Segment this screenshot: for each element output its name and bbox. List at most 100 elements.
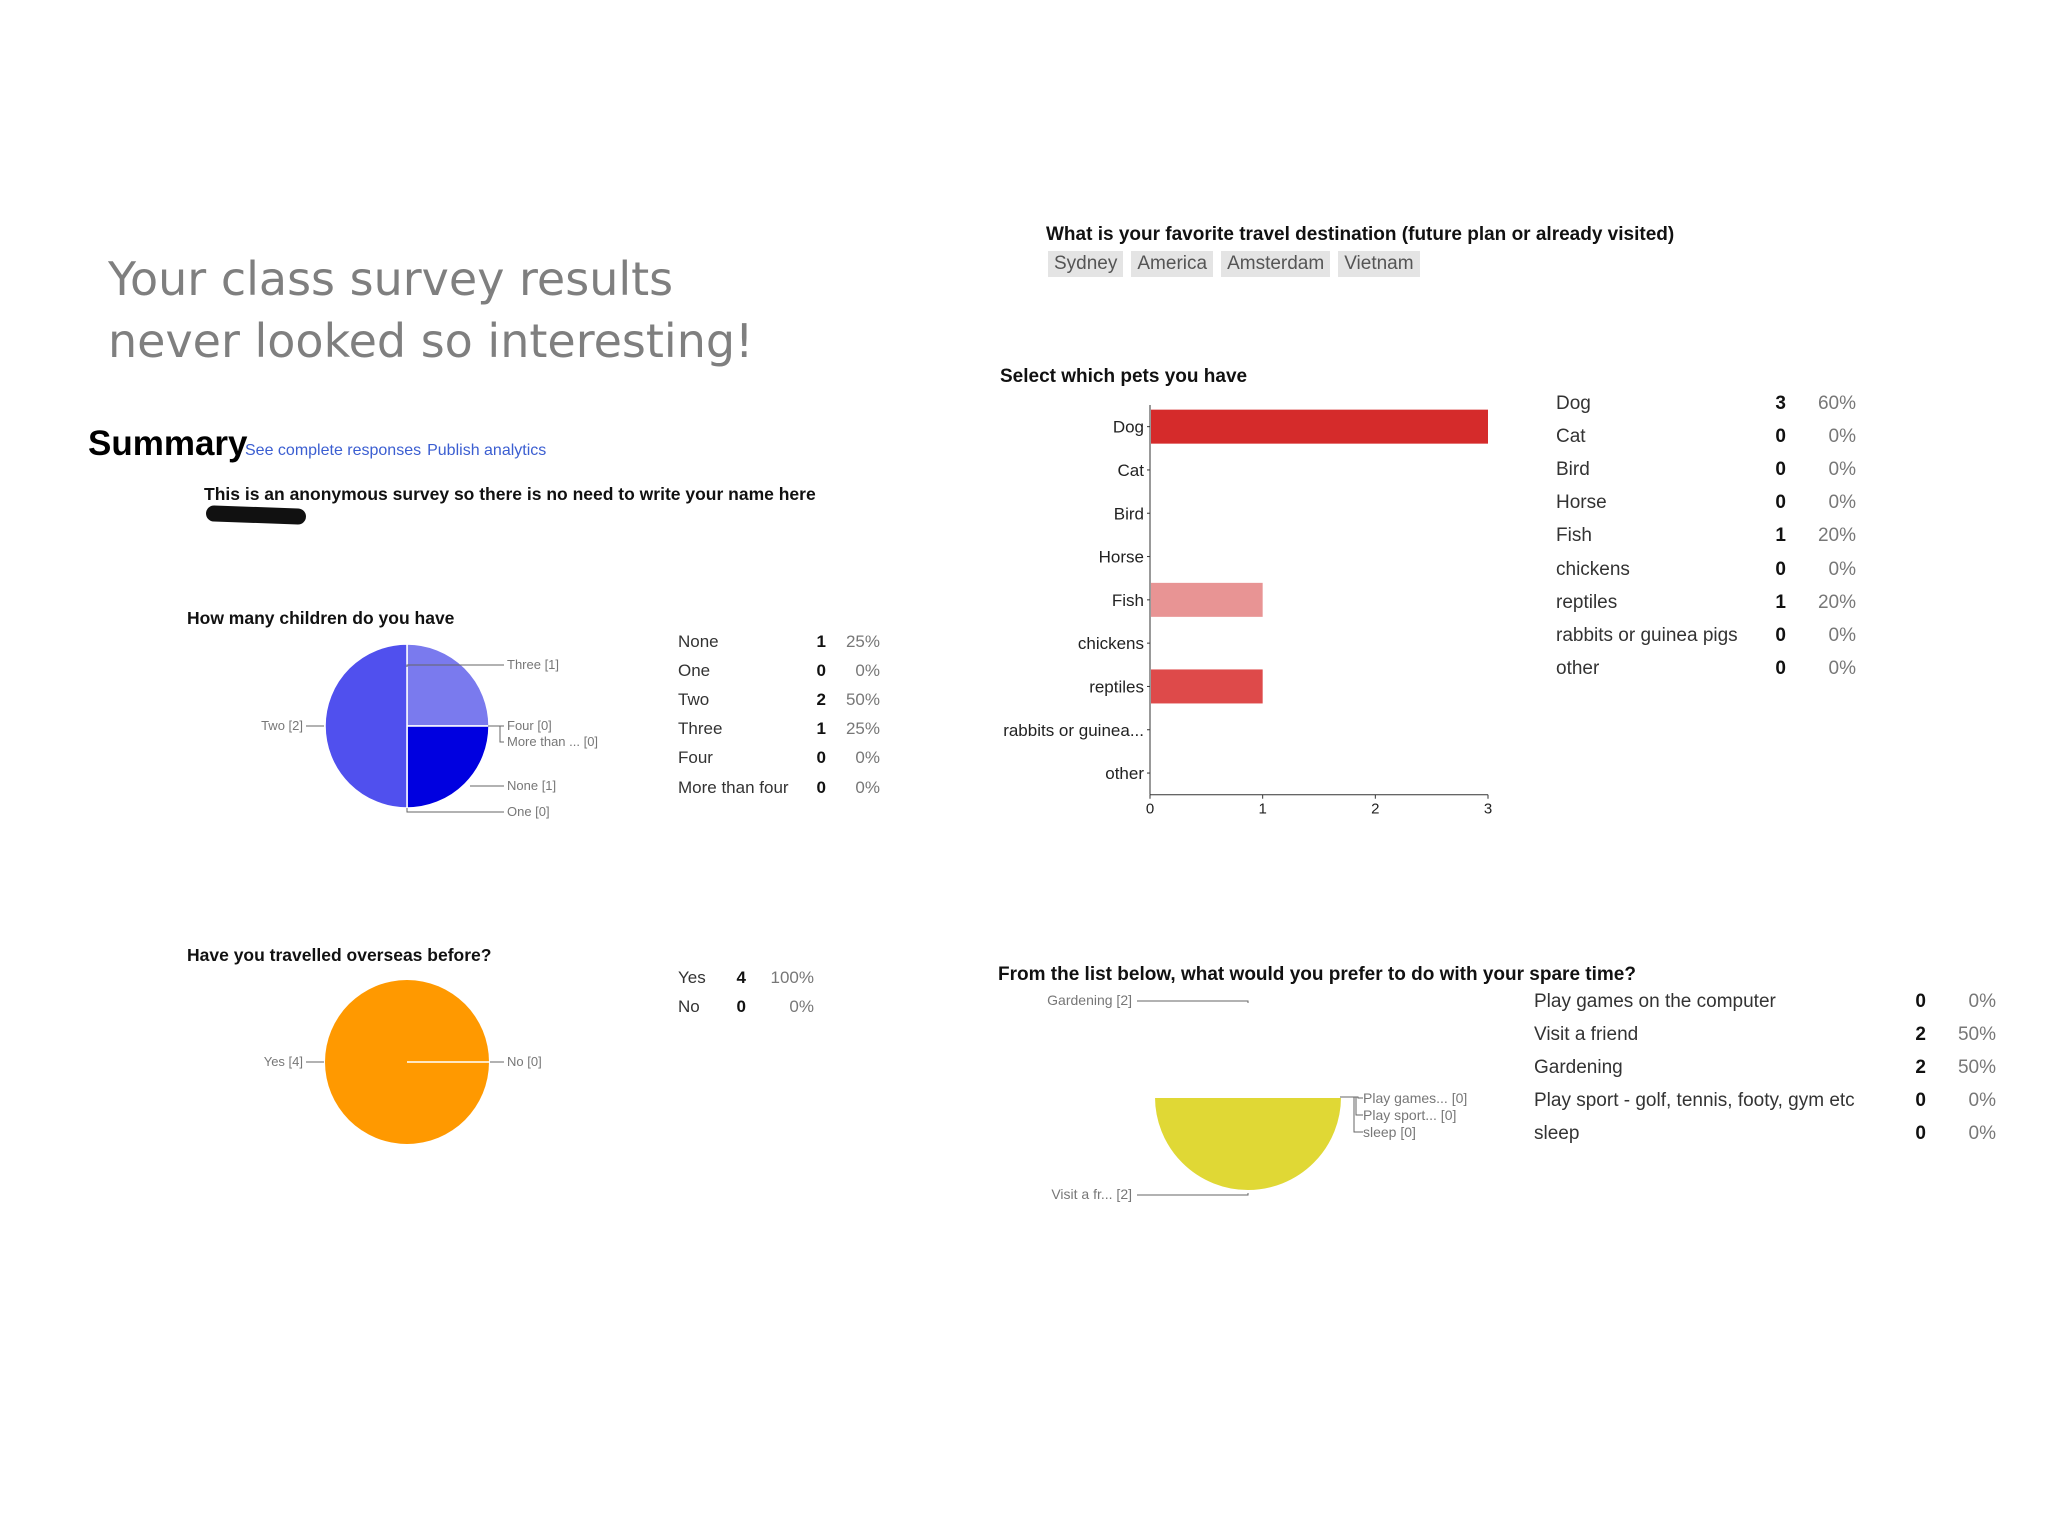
stats-label: Visit a friend	[1534, 1023, 1639, 1045]
stats-label: Yes	[678, 967, 706, 987]
pets-category-label: Dog	[1113, 418, 1144, 437]
stats-label: Four	[678, 748, 713, 768]
stats-label: Bird	[1556, 458, 1590, 480]
pie-label-games: Play games... [0]	[1363, 1090, 1467, 1106]
stats-row: Visit a friend 2 50%	[1534, 1018, 1996, 1051]
pets-axes: Dog Cat Bird Horse Fish chickens reptiles rabbi…	[1003, 405, 1492, 818]
stats-row: Fish 1 20%	[1556, 520, 1856, 553]
stats-count: 0	[816, 660, 826, 680]
stats-row: other 0 0%	[1556, 653, 1856, 686]
stats-count: 0	[1915, 1090, 1926, 1112]
destination-answers: Sydney America Amsterdam Vietnam	[1048, 251, 1420, 277]
pets-category-label: reptiles	[1089, 677, 1144, 696]
stats-row: Horse 0 0%	[1556, 487, 1856, 520]
leader-sleep	[1340, 1096, 1363, 1133]
stats-count: 0	[1775, 425, 1786, 447]
pie-label-no: No [0]	[507, 1054, 542, 1069]
stats-pct: 0%	[855, 777, 880, 797]
stats-label: Play games on the computer	[1534, 990, 1776, 1012]
stats-row: No 0 0%	[678, 992, 814, 1021]
pets-category-label: chickens	[1078, 634, 1144, 653]
pets-bar-chart: Dog Cat Bird Horse Fish chickens reptiles rabbi…	[1003, 405, 1492, 818]
stats-pct: 50%	[1957, 1056, 1996, 1078]
pets-bar-fish	[1151, 582, 1263, 617]
travel-pie-chart: Yes [4] No [0]	[264, 980, 542, 1144]
leader-one	[406, 808, 504, 813]
pie-label-sleep: sleep [0]	[1363, 1124, 1416, 1140]
stats-count: 4	[736, 967, 746, 987]
stats-label: Horse	[1556, 492, 1607, 514]
pets-category-label: Horse	[1099, 548, 1144, 567]
pets-x-tick-label: 3	[1484, 801, 1492, 818]
pie-slice-three	[406, 643, 490, 727]
stats-count: 0	[1775, 492, 1786, 514]
pie-label-visit: Visit a fr... [2]	[1051, 1186, 1132, 1202]
pie-slice-visit-a-friend	[1152, 1096, 1344, 1192]
redacted-answer	[205, 505, 307, 525]
pets-category-label: Cat	[1118, 461, 1145, 480]
stats-row: Play sport - golf, tennis, footy, gym et…	[1534, 1085, 1996, 1118]
pets-question-title: Select which pets you have	[1000, 366, 1248, 387]
stats-count: 0	[1915, 1123, 1926, 1145]
pie-label-four: Four [0]	[507, 718, 552, 733]
stats-count: 2	[1915, 1056, 1926, 1078]
pets-x-tick-label: 1	[1258, 801, 1266, 818]
stats-row: reptiles 1 20%	[1556, 586, 1856, 619]
stats-count: 1	[816, 631, 826, 651]
stats-pct: 0%	[789, 996, 814, 1016]
travel-pie-slices	[325, 980, 489, 1144]
stats-row: chickens 0 0%	[1556, 553, 1856, 586]
stats-count: 0	[736, 996, 746, 1016]
stats-pct: 0%	[855, 660, 880, 680]
children-question-title: How many children do you have	[187, 608, 455, 628]
stats-count: 0	[1775, 458, 1786, 480]
stats-row: More than four 0 0%	[678, 773, 880, 802]
stats-pct: 0%	[1828, 658, 1856, 680]
see-responses-link[interactable]: See complete responses	[245, 442, 422, 459]
stats-label: None	[678, 631, 719, 651]
leader-three	[406, 664, 504, 667]
pie-label-sport: Play sport... [0]	[1363, 1107, 1456, 1123]
stats-count: 0	[816, 748, 826, 768]
stats-pct: 0%	[1828, 425, 1856, 447]
pets-bars	[1151, 409, 1488, 704]
pie-label-none: None [1]	[507, 778, 556, 793]
destination-answer: America	[1131, 251, 1214, 277]
leader-gardening	[1137, 1000, 1249, 1003]
stats-label: reptiles	[1556, 591, 1618, 613]
destination-answer: Sydney	[1048, 251, 1124, 277]
spare-time-question-title: From the list below, what would you pref…	[998, 964, 1636, 985]
stats-count: 2	[816, 689, 826, 709]
stats-label: other	[1556, 658, 1600, 680]
stats-row: Four 0 0%	[678, 744, 880, 773]
stats-label: Gardening	[1534, 1056, 1623, 1078]
summary-title: Summary	[88, 424, 248, 463]
stats-count: 0	[1775, 624, 1786, 646]
destination-question-title: What is your favorite travel destination…	[1046, 224, 1675, 245]
pie-label-gardening: Gardening [2]	[1047, 992, 1132, 1008]
stats-pct: 20%	[1817, 525, 1856, 547]
stats-count: 3	[1775, 392, 1786, 414]
stats-pct: 100%	[770, 967, 814, 987]
stats-pct: 50%	[1957, 1023, 1996, 1045]
stats-label: More than four	[678, 777, 789, 797]
stats-label: One	[678, 660, 711, 680]
stats-row: Bird 0 0%	[1556, 453, 1856, 486]
leader-sport	[1340, 1096, 1363, 1116]
publish-analytics-link[interactable]: Publish analytics	[427, 442, 547, 459]
spare-time-pie-chart: Gardening [2] Visit a fr... [2] Play gam…	[1047, 992, 1467, 1202]
pie-slice-two	[324, 643, 408, 809]
pie-label-three: Three [1]	[507, 657, 559, 672]
stats-row: sleep 0 0%	[1534, 1118, 1996, 1151]
stats-pct: 0%	[855, 748, 880, 768]
stats-count: 0	[1775, 658, 1786, 680]
stats-row: Three 1 25%	[678, 715, 880, 744]
pie-label-one: One [0]	[507, 804, 550, 819]
pets-category-label: Fish	[1112, 591, 1144, 610]
stats-row: Two 2 50%	[678, 685, 880, 714]
stats-count: 1	[816, 719, 826, 739]
stats-row: rabbits or guinea pigs 0 0%	[1556, 619, 1856, 652]
stats-label: Two	[678, 689, 710, 709]
slide-headline: Your class survey results never looked s…	[108, 248, 828, 372]
stats-pct: 0%	[1828, 624, 1856, 646]
